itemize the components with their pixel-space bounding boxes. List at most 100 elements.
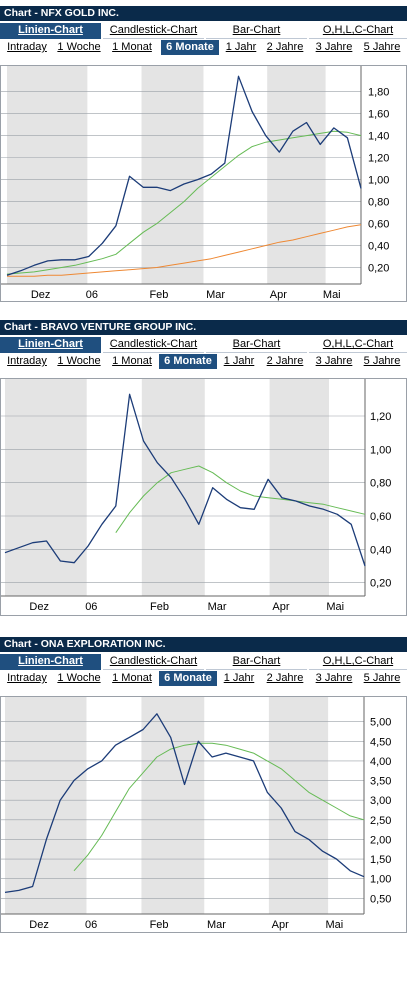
x-tick-label: 06 xyxy=(85,601,97,613)
x-tick-label: Mar xyxy=(206,289,225,301)
y-tick-label: 0,20 xyxy=(368,263,389,275)
y-tick-label: 3,50 xyxy=(370,776,391,788)
month-band xyxy=(141,65,204,284)
tab-linien-chart[interactable]: Linien-Chart xyxy=(0,23,101,39)
x-tick-label: 06 xyxy=(85,919,97,931)
tab-bar-chart[interactable]: Bar-Chart xyxy=(206,654,307,670)
x-tick-label: Mar xyxy=(208,601,227,613)
tab-bar-chart[interactable]: Bar-Chart xyxy=(206,23,307,39)
y-tick-label: 2,50 xyxy=(370,815,391,827)
y-tick-label: 1,00 xyxy=(368,175,389,187)
chart-border xyxy=(0,696,407,933)
y-tick-label: 0,60 xyxy=(368,219,389,231)
period-6-monate[interactable]: 6 Monate xyxy=(161,40,219,55)
period-intraday[interactable]: Intraday xyxy=(7,41,47,53)
tab-candlestick-chart[interactable]: Candlestick-Chart xyxy=(103,23,204,39)
month-band xyxy=(141,378,205,596)
period-5-jahre[interactable]: 5 Jahre xyxy=(363,355,401,367)
x-tick-label: Apr xyxy=(272,919,289,931)
line-chart-area: 0,50 1,00 1,50 2,00 2,50 3,00 3,50 4,00 4,50 5,00… xyxy=(0,696,407,933)
x-tick-label: Apr xyxy=(270,289,287,301)
line-chart-area: 0,20 0,40 0,60 0,80 1,00 1,20 1,40 1,60 1,80 Dez 0… xyxy=(0,65,407,302)
period-1-monat[interactable]: 1 Monat xyxy=(112,672,152,684)
month-band xyxy=(267,65,326,284)
period-1-jahr[interactable]: 1 Jahr xyxy=(223,672,255,684)
period-1-woche[interactable]: 1 Woche xyxy=(57,355,101,367)
y-tick-label: 0,20 xyxy=(370,578,391,590)
period-1-woche[interactable]: 1 Woche xyxy=(57,41,101,53)
y-tick-label: 1,60 xyxy=(368,109,389,121)
line-chart-svg: 0,20 0,40 0,60 0,80 1,00 1,20 1,40 1,60 1,80 Dez 0… xyxy=(0,65,407,302)
y-tick-label: 0,60 xyxy=(370,511,391,523)
chart-panel-ona-exploration: Chart - ONA EXPLORATION INC. Linien-Char… xyxy=(0,637,407,933)
period-3-jahre[interactable]: 3 Jahre xyxy=(315,355,353,367)
x-tick-label: Apr xyxy=(272,601,289,613)
line-chart-svg: 0,50 1,00 1,50 2,00 2,50 3,00 3,50 4,00 4,50 5,00… xyxy=(0,696,407,933)
chart-panel-nfx-gold: Chart - NFX GOLD INC. Linien-Chart Candl… xyxy=(0,6,407,302)
period-intraday[interactable]: Intraday xyxy=(7,355,47,367)
tab-linien-chart[interactable]: Linien-Chart xyxy=(0,337,101,353)
y-tick-label: 4,00 xyxy=(370,756,391,768)
period-selector: Intraday 1 Woche 1 Monat 6 Monate 1 Jahr… xyxy=(0,671,407,686)
tab-candlestick-chart[interactable]: Candlestick-Chart xyxy=(103,654,204,670)
moving-average-line-1 xyxy=(73,742,365,872)
chart-type-tabs: Linien-Chart Candlestick-Chart Bar-Chart… xyxy=(0,337,407,353)
y-tick-label: 4,50 xyxy=(370,736,391,748)
x-tick-label: Mai xyxy=(326,601,344,613)
chart-type-tabs: Linien-Chart Candlestick-Chart Bar-Chart… xyxy=(0,23,407,39)
month-band xyxy=(5,696,87,914)
period-1-woche[interactable]: 1 Woche xyxy=(57,672,101,684)
month-band xyxy=(5,378,87,596)
tab-bar-chart[interactable]: Bar-Chart xyxy=(206,337,307,353)
period-5-jahre[interactable]: 5 Jahre xyxy=(363,672,401,684)
chart-title: Chart - ONA EXPLORATION INC. xyxy=(0,637,407,652)
period-3-jahre[interactable]: 3 Jahre xyxy=(315,41,353,53)
moving-average-line-1 xyxy=(115,465,366,533)
period-intraday[interactable]: Intraday xyxy=(7,672,47,684)
month-band xyxy=(269,378,329,596)
tab-candlestick-chart[interactable]: Candlestick-Chart xyxy=(103,337,204,353)
period-1-jahr[interactable]: 1 Jahr xyxy=(225,41,257,53)
tab-ohlc-chart[interactable]: O,H,L,C-Chart xyxy=(309,23,407,39)
x-tick-label: Feb xyxy=(150,919,169,931)
chart-title: Chart - BRAVO VENTURE GROUP INC. xyxy=(0,320,407,335)
period-2-jahre[interactable]: 2 Jahre xyxy=(266,672,304,684)
y-tick-label: 1,50 xyxy=(370,854,391,866)
y-tick-label: 1,40 xyxy=(368,131,389,143)
x-tick-label: Mai xyxy=(325,919,343,931)
period-3-jahre[interactable]: 3 Jahre xyxy=(315,672,353,684)
period-1-jahr[interactable]: 1 Jahr xyxy=(223,355,255,367)
x-tick-label: Feb xyxy=(150,601,169,613)
period-2-jahre[interactable]: 2 Jahre xyxy=(266,41,304,53)
y-tick-label: 0,40 xyxy=(368,241,389,253)
chart-title: Chart - NFX GOLD INC. xyxy=(0,6,407,21)
y-tick-label: 5,00 xyxy=(370,717,391,729)
y-tick-label: 3,00 xyxy=(370,795,391,807)
y-tick-label: 0,80 xyxy=(370,478,391,490)
y-tick-label: 0,50 xyxy=(370,893,391,905)
period-1-monat[interactable]: 1 Monat xyxy=(112,355,152,367)
price-series-line xyxy=(4,393,366,567)
chart-border xyxy=(0,65,407,302)
period-6-monate[interactable]: 6 Monate xyxy=(159,671,217,686)
period-5-jahre[interactable]: 5 Jahre xyxy=(363,41,401,53)
period-1-monat[interactable]: 1 Monat xyxy=(112,41,152,53)
moving-average-line-1 xyxy=(6,130,362,275)
tab-ohlc-chart[interactable]: O,H,L,C-Chart xyxy=(309,654,407,670)
y-tick-label: 0,80 xyxy=(368,197,389,209)
x-tick-label: Dez xyxy=(29,601,49,613)
tab-ohlc-chart[interactable]: O,H,L,C-Chart xyxy=(309,337,407,353)
x-tick-label: Feb xyxy=(149,289,168,301)
x-tick-label: Dez xyxy=(29,919,49,931)
line-chart-area: 0,20 0,40 0,60 0,80 1,00 1,20 Dez 06 Feb Mar Apr Ma… xyxy=(0,378,407,616)
chart-border xyxy=(0,378,407,616)
month-band xyxy=(7,65,88,284)
y-tick-label: 2,00 xyxy=(370,834,391,846)
x-tick-label: Dez xyxy=(31,289,51,301)
price-series-line xyxy=(4,713,365,894)
tab-linien-chart[interactable]: Linien-Chart xyxy=(0,654,101,670)
line-chart-svg: 0,20 0,40 0,60 0,80 1,00 1,20 Dez 06 Feb Mar Apr Ma… xyxy=(0,378,407,616)
period-6-monate[interactable]: 6 Monate xyxy=(159,354,217,369)
period-2-jahre[interactable]: 2 Jahre xyxy=(266,355,304,367)
price-series-line xyxy=(6,75,362,276)
